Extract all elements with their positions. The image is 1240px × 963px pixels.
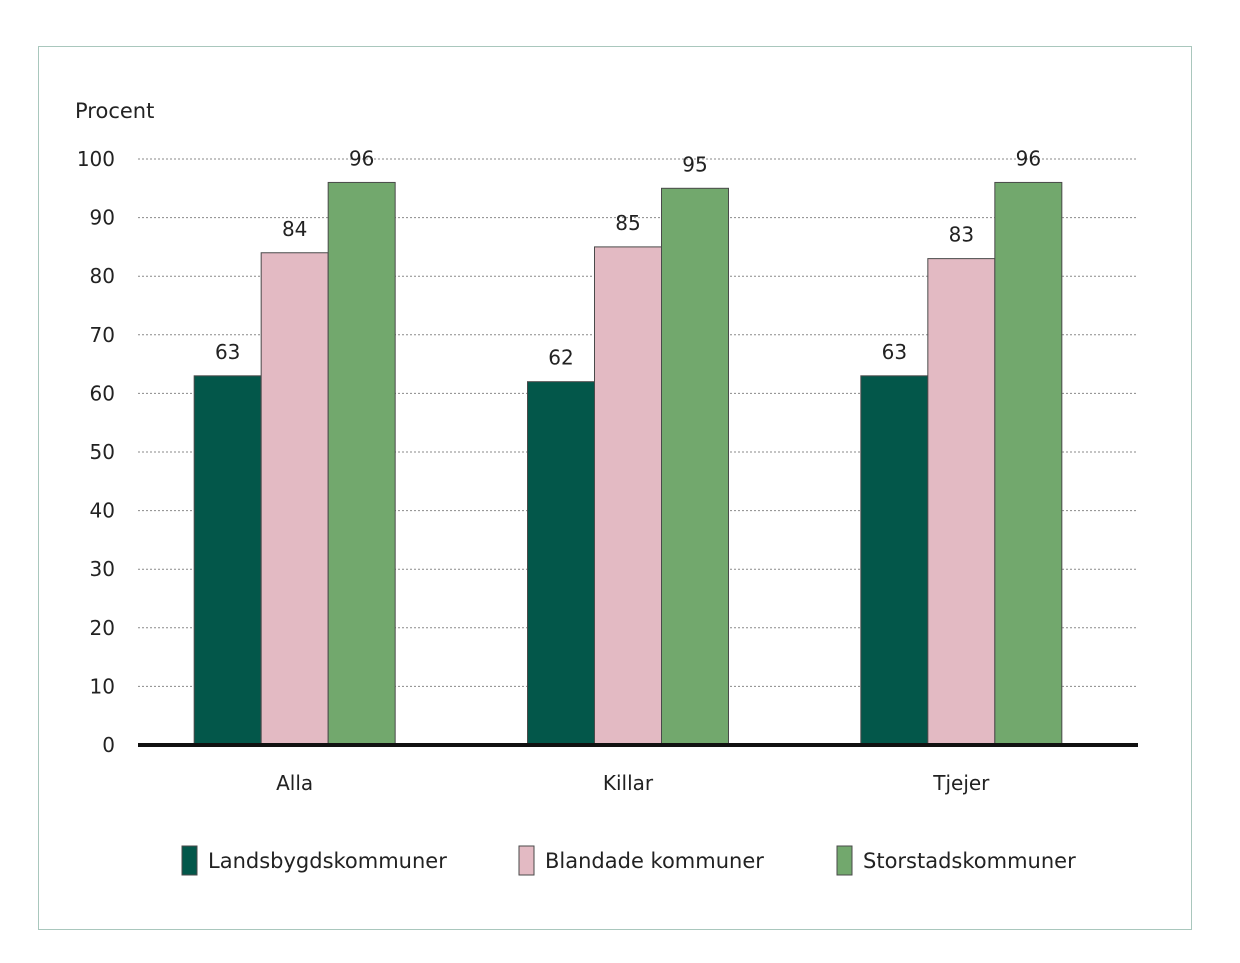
value-label: 63: [215, 340, 240, 364]
legend-label: Landsbygdskommuner: [208, 849, 447, 873]
value-label: 84: [282, 217, 307, 241]
legend-swatch: [181, 845, 198, 876]
y-tick-label: 30: [90, 557, 115, 581]
y-tick-label: 40: [90, 499, 115, 523]
y-tick-label: 80: [90, 264, 115, 288]
legend: Landsbygdskommuner Blandade kommuner Stors…: [181, 845, 1076, 876]
legend-label: Storstadskommuner: [863, 849, 1076, 873]
x-tick-label: Killar: [603, 771, 654, 795]
x-tick-label: Alla: [276, 771, 313, 795]
x-tick-labels: Alla Killar Tjejer: [276, 771, 990, 795]
value-label: 62: [548, 346, 573, 370]
bar-alla-series-2: [260, 252, 329, 746]
bar-tjejer-series-2: [927, 258, 996, 746]
bar-tjejer-series-1: [860, 375, 929, 746]
bar-killar-series-3: [661, 187, 729, 746]
value-label: 96: [349, 146, 374, 170]
y-tick-labels: 0 10 20 30 40 50 60 70 80 90 100: [77, 147, 115, 757]
y-tick-label: 0: [102, 733, 115, 757]
bars: [193, 181, 1063, 746]
value-labels: 63 84 96 62 85 95 63 83 96: [215, 146, 1041, 369]
legend-swatch: [518, 845, 535, 876]
legend-label: Blandade kommuner: [545, 849, 764, 873]
y-tick-label: 90: [90, 206, 115, 230]
bar-tjejer-series-3: [994, 181, 1063, 746]
x-tick-label: Tjejer: [932, 771, 990, 795]
y-tick-label: 100: [77, 147, 115, 171]
bar-killar-series-2: [594, 246, 662, 746]
y-tick-label: 60: [90, 381, 115, 405]
y-tick-label: 70: [90, 323, 115, 347]
bar-killar-series-1: [527, 381, 595, 746]
y-axis-label: Procent: [75, 99, 154, 123]
y-tick-label: 50: [90, 440, 115, 464]
value-label: 96: [1016, 146, 1041, 170]
bar-alla-series-3: [327, 181, 396, 746]
y-tick-label: 20: [90, 616, 115, 640]
legend-swatch: [836, 845, 853, 876]
bar-alla-series-1: [193, 375, 262, 746]
value-label: 85: [615, 211, 640, 235]
value-label: 95: [682, 152, 707, 176]
y-tick-label: 10: [90, 674, 115, 698]
value-label: 63: [882, 340, 907, 364]
value-label: 83: [949, 223, 974, 247]
